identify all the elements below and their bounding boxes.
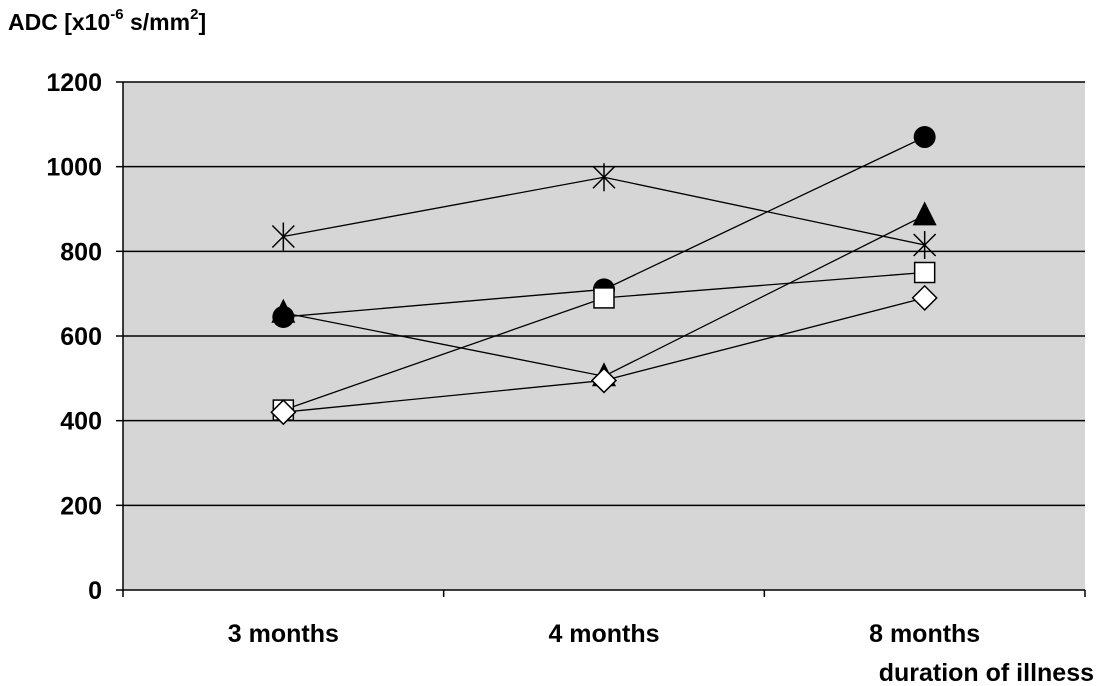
x-axis-label: duration of illness <box>879 659 1094 686</box>
y-ticks: 0 200 400 600 800 1000 1200 <box>46 69 123 605</box>
x-tick-label: 3 months <box>228 620 339 648</box>
marker-circle <box>913 126 936 149</box>
y-axis-label-unit-exponent: 2 <box>190 6 198 23</box>
y-tick-label: 1200 <box>46 69 102 97</box>
x-ticks: 3 months 4 months 8 months <box>122 590 1086 648</box>
marker-asterisk <box>271 222 295 251</box>
x-tick-label: 4 months <box>548 620 659 648</box>
marker-diamond <box>911 284 938 311</box>
series-markers-diamond <box>270 284 938 426</box>
y-axis-label-prefix: ADC [x10 <box>8 9 110 35</box>
y-tick-label: 400 <box>60 408 102 436</box>
marker-asterisk <box>592 163 616 192</box>
y-tick-label: 200 <box>60 492 102 520</box>
x-tick-label: 8 months <box>869 620 980 648</box>
marker-diamond <box>590 367 618 394</box>
y-tick-label: 1000 <box>46 154 102 182</box>
marker-diamond <box>270 399 297 426</box>
y-axis-label-exponent: -6 <box>110 6 123 23</box>
series-group <box>270 126 938 426</box>
series-markers-asterisk <box>271 163 937 259</box>
marker-triangle <box>912 201 937 226</box>
marker-triangle <box>271 298 296 323</box>
marker-square <box>913 261 936 284</box>
marker-asterisk <box>913 230 937 259</box>
y-tick-label: 0 <box>88 577 102 605</box>
y-tick-label: 800 <box>60 238 102 266</box>
y-axis-label-suffix: ] <box>198 9 206 35</box>
y-axis-label-unit: s/mm <box>124 9 190 35</box>
marker-square <box>593 287 615 309</box>
y-axis-label: ADC [x10-6 s/mm2] <box>8 6 206 35</box>
y-tick-label: 600 <box>60 323 102 351</box>
